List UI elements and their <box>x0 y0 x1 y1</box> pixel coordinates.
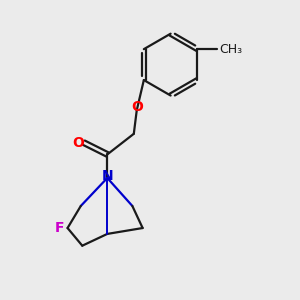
Text: CH₃: CH₃ <box>219 43 242 56</box>
Text: F: F <box>55 221 64 235</box>
Text: N: N <box>101 169 113 184</box>
Text: O: O <box>131 100 143 114</box>
Text: O: O <box>73 136 84 150</box>
